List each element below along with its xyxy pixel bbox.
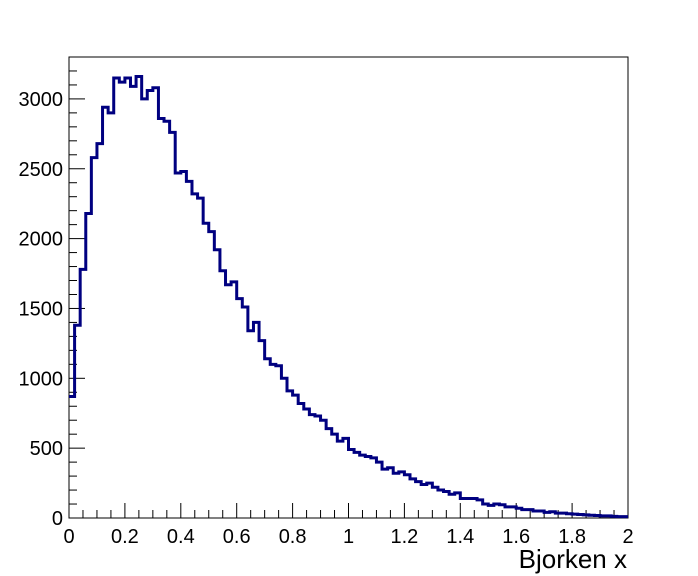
x-tick-label: 2 <box>622 526 633 548</box>
x-tick-label: 1 <box>343 526 354 548</box>
y-axis-tick-labels: 0 500 1000 1500 2000 2500 3000 <box>19 89 64 530</box>
y-tick-label: 500 <box>30 438 63 460</box>
y-tick-label: 1000 <box>19 368 64 390</box>
x-tick-label: 1.4 <box>446 526 474 548</box>
y-axis-ticks <box>69 56 85 519</box>
x-tick-label: 0.6 <box>223 526 251 548</box>
x-tick-label: 1.8 <box>558 526 586 548</box>
x-tick-label: 0.4 <box>167 526 195 548</box>
y-tick-label: 0 <box>52 508 63 530</box>
y-tick-label: 2500 <box>19 159 64 181</box>
x-axis-tick-labels: 0 0.2 0.4 0.6 0.8 1 1.2 1.4 1.6 1.8 2 <box>63 526 633 548</box>
y-tick-label: 3000 <box>19 89 64 111</box>
histogram-series-line <box>69 75 628 519</box>
y-tick-label: 2000 <box>19 229 64 251</box>
x-tick-label: 0 <box>63 526 74 548</box>
y-tick-label: 1500 <box>19 298 64 320</box>
x-tick-label: 0.8 <box>279 526 307 548</box>
x-axis-title: Bjorken x <box>519 544 627 574</box>
x-tick-label: 1.6 <box>502 526 530 548</box>
x-tick-label: 0.2 <box>111 526 139 548</box>
x-tick-label: 1.2 <box>390 526 418 548</box>
